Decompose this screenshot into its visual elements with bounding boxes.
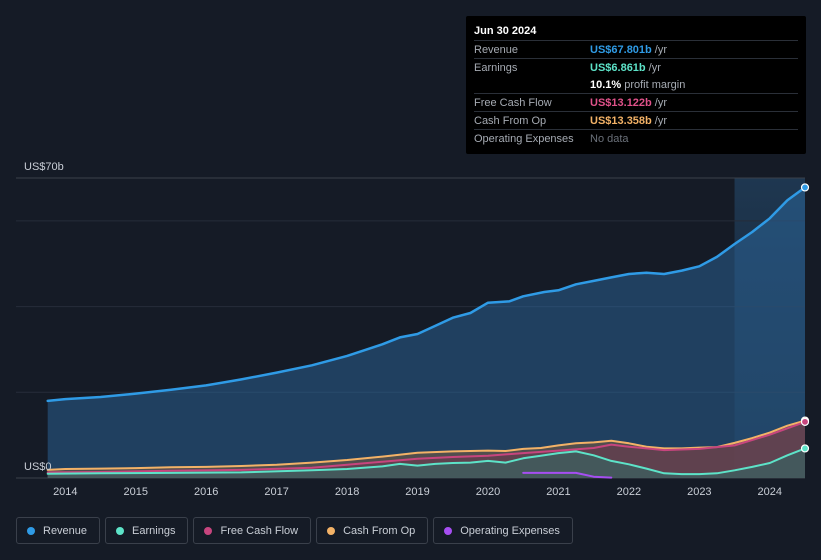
tooltip-value: US$13.122b	[590, 96, 652, 109]
tooltip-date: Jun 30 2024	[474, 25, 537, 37]
tooltip-value: No data	[590, 132, 629, 145]
x-tick-label: 2022	[617, 486, 641, 498]
tooltip-row-free-cash-flow: Free Cash Flow US$13.122b /yr	[474, 93, 798, 111]
tooltip-row-operating-expenses: Operating Expenses No data	[474, 129, 798, 147]
tooltip-value: US$67.801b	[590, 43, 652, 56]
legend-label: Free Cash Flow	[220, 524, 299, 537]
x-axis-ticks: 2014 2015 2016 2017 2018 2019 2020 2021 2022 2023…	[53, 486, 782, 498]
tooltip-label: Earnings	[474, 61, 518, 74]
tooltip: Jun 30 2024 Revenue US$67.801b /yr Earni…	[466, 16, 806, 154]
revenue-line	[46, 186, 807, 403]
legend-label: Revenue	[43, 524, 88, 537]
x-tick-label: 2024	[758, 486, 782, 498]
legend-item-cash-from-op[interactable]: Cash From Op	[316, 517, 429, 544]
legend: Revenue Earnings Free Cash Flow Cash Fro…	[16, 517, 578, 544]
x-tick-label: 2018	[335, 486, 359, 498]
series	[46, 183, 810, 479]
operating-expenses-line	[522, 471, 613, 479]
earnings-endpoint	[800, 444, 810, 453]
legend-item-revenue[interactable]: Revenue	[16, 517, 101, 544]
tooltip-unit: /yr	[654, 114, 667, 127]
tooltip-row-earnings: Earnings US$6.861b /yr	[474, 58, 798, 76]
tooltip-value: US$13.358b	[590, 114, 652, 127]
x-tick-label: 2021	[546, 486, 570, 498]
x-tick-label: 2015	[124, 486, 148, 498]
tooltip-unit: profit margin	[624, 78, 686, 91]
tooltip-value: US$6.861b	[590, 61, 646, 74]
x-tick-label: 2014	[53, 486, 77, 498]
tooltip-row-cash-from-op: Cash From Op US$13.358b /yr	[474, 111, 798, 129]
x-tick-label: 2017	[264, 486, 288, 498]
tooltip-unit: /yr	[654, 96, 667, 109]
tooltip-label: Cash From Op	[474, 114, 547, 127]
y-axis-top-label: US$70b	[24, 161, 64, 173]
x-tick-label: 2020	[476, 486, 500, 498]
legend-item-earnings[interactable]: Earnings	[105, 517, 189, 544]
tooltip-unit: /yr	[654, 43, 667, 56]
revenue-endpoint	[800, 183, 810, 192]
earnings-line	[46, 447, 806, 476]
x-tick-label: 2023	[687, 486, 711, 498]
tooltip-label: Operating Expenses	[474, 132, 574, 145]
y-axis-bottom-label: US$0	[24, 461, 52, 473]
legend-item-operating-expenses[interactable]: Operating Expenses	[433, 517, 573, 544]
legend-item-free-cash-flow[interactable]: Free Cash Flow	[193, 517, 312, 544]
tooltip-label: Free Cash Flow	[474, 96, 552, 109]
x-tick-label: 2019	[405, 486, 429, 498]
legend-label: Cash From Op	[343, 524, 416, 537]
legend-dot-icon	[116, 526, 125, 535]
tooltip-label: Revenue	[474, 43, 519, 56]
legend-dot-icon	[444, 526, 453, 535]
tooltip-row-revenue: Revenue US$67.801b /yr	[474, 40, 798, 58]
free-cash-flow-line	[46, 420, 806, 474]
tooltip-value: 10.1%	[590, 78, 622, 91]
x-tick-label: 2016	[194, 486, 218, 498]
revenue-area	[47, 187, 805, 478]
legend-label: Operating Expenses	[460, 524, 560, 537]
free-cash-flow-endpoint	[800, 417, 810, 426]
tooltip-row-profit-margin: 10.1% profit margin	[474, 76, 798, 93]
legend-dot-icon	[27, 526, 35, 535]
legend-label: Earnings	[132, 524, 176, 537]
legend-dot-icon	[204, 526, 213, 535]
legend-dot-icon	[327, 526, 336, 535]
tooltip-unit: /yr	[648, 61, 661, 74]
earnings-area	[47, 448, 805, 478]
